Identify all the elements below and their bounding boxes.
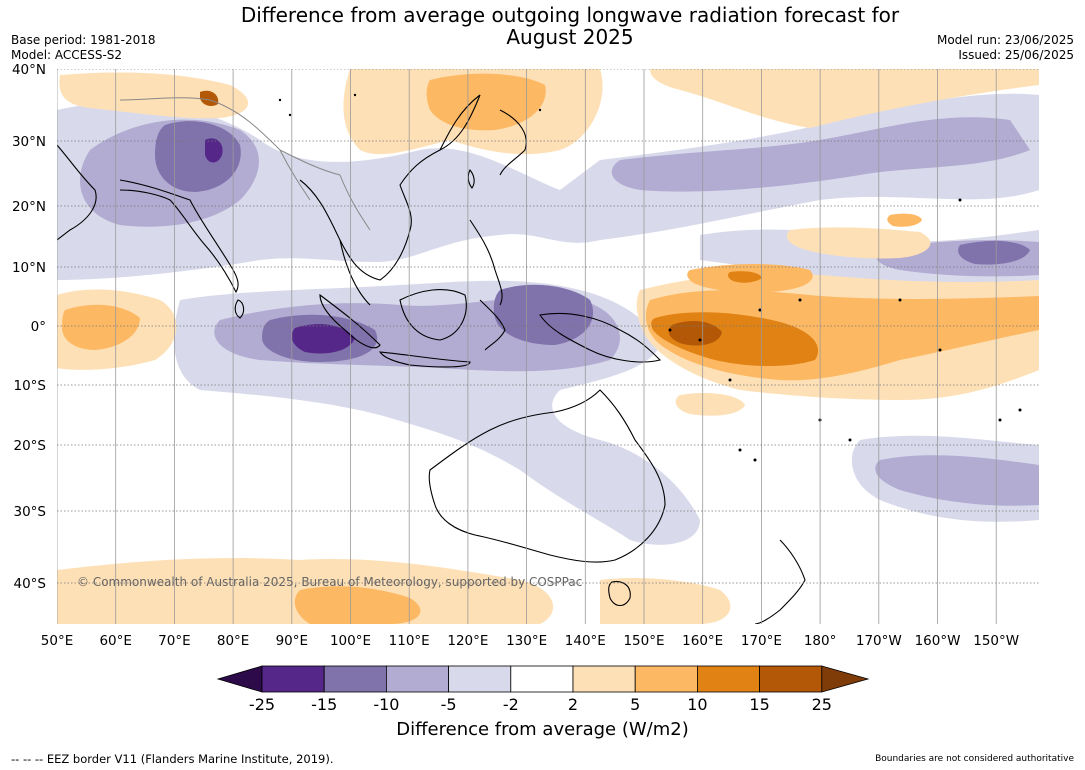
colorbar-bin xyxy=(261,665,325,693)
colorbar-tick-label: 25 xyxy=(812,695,832,710)
lon-tick-label: 150°E xyxy=(623,633,664,649)
meta-right: Model run: 23/06/2025 Issued: 25/06/2025 xyxy=(937,33,1074,63)
colorbar-tick-label: -2 xyxy=(503,695,519,710)
lon-tick-label: 90°E xyxy=(276,633,308,649)
colorbar-bin xyxy=(385,665,449,693)
colorbar-label: Difference from average (W/m2) xyxy=(396,719,689,740)
lon-tick-label: 130°E xyxy=(506,633,547,649)
lon-tick-label: 100°E xyxy=(330,633,371,649)
colorbar-bin xyxy=(759,665,823,693)
lon-tick-label: 170°W xyxy=(856,633,902,649)
colorbar-tick-label: -5 xyxy=(441,695,457,710)
lon-tick-label: 120°E xyxy=(447,633,488,649)
model-run-text: Model run: 23/06/2025 xyxy=(936,33,1074,47)
meta-left: Base period: 1981-2018 Model: ACCESS-S2 xyxy=(11,33,156,63)
lat-tick-label: 10°S xyxy=(14,378,47,394)
lat-tick-label: 10°N xyxy=(12,260,46,276)
island-dots xyxy=(278,93,1022,462)
lon-tick-label: 160°E xyxy=(682,633,723,649)
lon-tick-label: 70°E xyxy=(158,633,190,649)
lon-tick-label: 60°E xyxy=(99,633,131,649)
lat-tick-label: 30°N xyxy=(12,134,46,150)
latitude-labels: 40°N 30°N 20°N 10°N 0° 10°S 20°S 30°S 40°S xyxy=(12,62,46,592)
map-area xyxy=(57,69,1039,624)
colorbar-under-arrow xyxy=(216,665,263,693)
colorbar-over-arrow xyxy=(821,665,870,693)
eez-border-note: -- -- -- EEZ border V11 (Flanders Marine… xyxy=(11,752,334,766)
lon-tick-label: 170°E xyxy=(741,633,782,649)
map-figure: © Commonwealth of Australia 2025, Bureau… xyxy=(12,62,1039,710)
colorbar-bin xyxy=(697,665,761,693)
colorbar-tick-label: 2 xyxy=(568,695,578,710)
lon-tick-label: 180° xyxy=(804,633,837,649)
colorbar-bin xyxy=(448,665,512,693)
anomaly-very-strong-positive xyxy=(200,90,722,346)
colorbar-tick-label: 15 xyxy=(749,695,769,710)
lat-tick-label: 30°S xyxy=(14,504,47,520)
colorbar: -25 -15 -10 -5 -2 2 5 10 15 25 xyxy=(216,665,870,710)
model-text: Model: ACCESS-S2 xyxy=(11,48,123,62)
anomaly-very-strong-negative xyxy=(205,138,355,354)
lon-tick-label: 160°W xyxy=(915,633,961,649)
colorbar-tick-label: 10 xyxy=(687,695,707,710)
colorbar-bin xyxy=(323,665,387,693)
lat-tick-label: 20°S xyxy=(14,438,47,454)
issued-text: Issued: 25/06/2025 xyxy=(958,48,1074,62)
base-period-text: Base period: 1981-2018 xyxy=(11,33,156,47)
lat-tick-label: 40°N xyxy=(12,62,46,78)
lat-tick-label: 20°N xyxy=(12,199,46,215)
lon-tick-label: 50°E xyxy=(41,633,73,649)
copyright-text: © Commonwealth of Australia 2025, Bureau… xyxy=(77,575,582,589)
colorbar-tick-label: 5 xyxy=(630,695,640,710)
colorbar-tick-label: -25 xyxy=(249,695,275,710)
lon-tick-label: 150°W xyxy=(973,633,1019,649)
colorbar-tick-label: -15 xyxy=(311,695,337,710)
lon-tick-label: 110°E xyxy=(389,633,430,649)
lon-tick-label: 80°E xyxy=(217,633,249,649)
coastlines xyxy=(57,94,806,624)
longitude-labels: 50°E 60°E 70°E 80°E 90°E 100°E 110°E 120°E 130°E… xyxy=(41,633,1019,649)
lat-tick-label: 40°S xyxy=(14,576,47,592)
boundaries-disclaimer: Boundaries are not considered authoritat… xyxy=(875,754,1074,764)
gridlines xyxy=(57,69,1039,624)
map-title: Difference from average outgoing longwav… xyxy=(240,3,900,49)
colorbar-bin xyxy=(634,665,698,693)
lon-tick-label: 140°E xyxy=(565,633,606,649)
colorbar-bin xyxy=(510,665,574,693)
colorbar-bin xyxy=(572,665,636,693)
lat-tick-label: 0° xyxy=(31,319,46,335)
colorbar-tick-label: -10 xyxy=(373,695,399,710)
